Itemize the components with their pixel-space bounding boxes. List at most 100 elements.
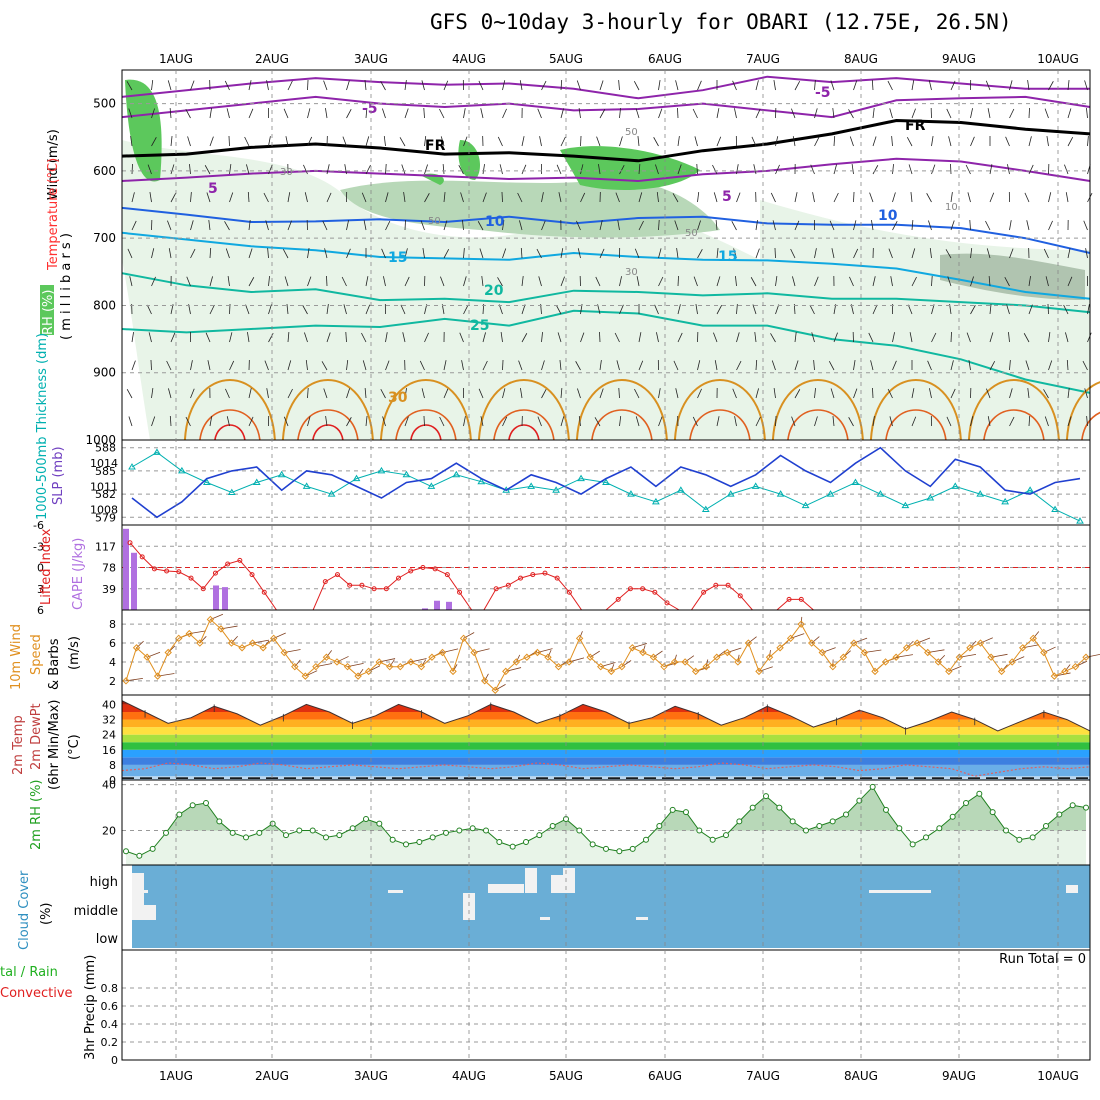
y-tick-label: 0.4 bbox=[101, 1018, 119, 1031]
thickness-point bbox=[552, 486, 560, 493]
wind-barb bbox=[443, 360, 447, 371]
wind-barb bbox=[268, 136, 271, 147]
wind-barb bbox=[1048, 81, 1054, 91]
wind-barb bbox=[404, 388, 407, 399]
wind-barb bbox=[283, 416, 289, 427]
wind-axis-label: Wind (m/s) bbox=[46, 129, 61, 200]
wind-barb bbox=[399, 137, 406, 147]
wind-barb bbox=[658, 248, 662, 259]
li-point bbox=[530, 572, 536, 578]
cloud-row-label: high bbox=[90, 875, 118, 890]
wind-barb bbox=[599, 388, 604, 399]
li-point bbox=[554, 575, 560, 581]
speed-point bbox=[175, 634, 183, 643]
temp-band bbox=[122, 764, 1090, 777]
isotherm-line bbox=[771, 379, 864, 441]
wind-barb bbox=[307, 248, 310, 259]
wind-barb bbox=[439, 108, 445, 119]
thickness-point bbox=[252, 478, 261, 485]
wind-barb bbox=[970, 416, 974, 427]
li-point bbox=[139, 554, 145, 560]
wind-barb bbox=[560, 388, 563, 399]
wind-barb bbox=[931, 275, 933, 287]
li-point bbox=[164, 568, 170, 574]
wind-barb bbox=[244, 136, 250, 147]
wind-barb bbox=[459, 332, 464, 343]
wind-barb bbox=[733, 248, 737, 259]
wind-barb bbox=[419, 360, 425, 371]
wind-barb bbox=[131, 220, 137, 231]
thickness-point bbox=[627, 490, 635, 497]
wind-barb bbox=[1024, 192, 1030, 203]
wind-barb bbox=[986, 248, 991, 259]
wind-barb bbox=[404, 276, 410, 287]
thickness-point bbox=[352, 474, 361, 482]
wind-barb bbox=[697, 80, 702, 91]
wind-barb bbox=[1086, 416, 1088, 427]
wind-barb bbox=[519, 220, 523, 231]
top-date-label: 1AUG bbox=[159, 52, 193, 66]
speed-point bbox=[512, 658, 521, 666]
cloud-gap bbox=[1066, 885, 1078, 893]
wind-barb bbox=[635, 108, 640, 119]
wind-barb bbox=[365, 304, 371, 315]
isotherm-label: 20 bbox=[484, 283, 504, 299]
wind-barb bbox=[769, 649, 771, 658]
wind-barb bbox=[970, 248, 973, 259]
pressure-axis-label: ( m i l l i b a r s ) bbox=[59, 233, 74, 340]
wind-barb bbox=[206, 192, 211, 203]
li-point bbox=[627, 586, 633, 592]
wind-barb bbox=[928, 80, 932, 91]
wind-barb bbox=[946, 416, 952, 427]
wind-barb bbox=[287, 220, 292, 231]
wind-barb bbox=[224, 80, 230, 91]
wind-barb bbox=[539, 136, 542, 147]
wind-barb bbox=[151, 108, 155, 119]
thickness-point bbox=[976, 490, 985, 497]
rh-point bbox=[936, 825, 943, 832]
wind-barb bbox=[365, 416, 368, 427]
wind-barb bbox=[204, 165, 211, 175]
li-point bbox=[457, 589, 463, 595]
y-tick-label: 0.2 bbox=[101, 1036, 119, 1049]
li-point bbox=[237, 557, 243, 563]
cloud-gap bbox=[636, 917, 648, 920]
top-date-label: 3AUG bbox=[354, 52, 388, 66]
wind-barb bbox=[931, 332, 937, 343]
y-tick-label: 8 bbox=[109, 759, 116, 772]
isotherm-line bbox=[121, 272, 1091, 314]
li-point bbox=[408, 568, 414, 574]
wind-barb bbox=[560, 416, 565, 427]
speed-point bbox=[786, 634, 795, 643]
wind-barb bbox=[814, 388, 816, 399]
wind-barb bbox=[361, 192, 367, 203]
li-point bbox=[212, 570, 218, 576]
wind-barb bbox=[1048, 220, 1053, 231]
li-point bbox=[542, 570, 548, 576]
wind-barb bbox=[285, 136, 289, 147]
wind-barb bbox=[541, 192, 544, 203]
wind-barb bbox=[716, 304, 723, 315]
wind-barb bbox=[734, 416, 737, 427]
wind-barb bbox=[321, 361, 328, 371]
wind-barb bbox=[440, 136, 445, 147]
wind-barb bbox=[970, 108, 973, 119]
thickness-point bbox=[577, 474, 585, 482]
wind-barb bbox=[927, 360, 932, 371]
li-point bbox=[493, 586, 499, 592]
speed-point bbox=[808, 639, 816, 647]
rh-point bbox=[376, 820, 383, 827]
speed-point bbox=[206, 615, 215, 624]
wind-barb bbox=[1009, 248, 1014, 259]
wind-barb bbox=[890, 276, 893, 287]
y-tick-label: 2 bbox=[109, 675, 116, 688]
temp-band bbox=[122, 719, 1090, 728]
speed-point bbox=[649, 653, 658, 661]
wind-barb bbox=[697, 360, 701, 371]
li-point bbox=[566, 589, 572, 595]
wind-barb bbox=[131, 360, 136, 371]
wind-barb bbox=[1009, 416, 1015, 427]
speed-point bbox=[185, 629, 194, 638]
li-point bbox=[200, 586, 206, 592]
li-point bbox=[505, 582, 511, 588]
